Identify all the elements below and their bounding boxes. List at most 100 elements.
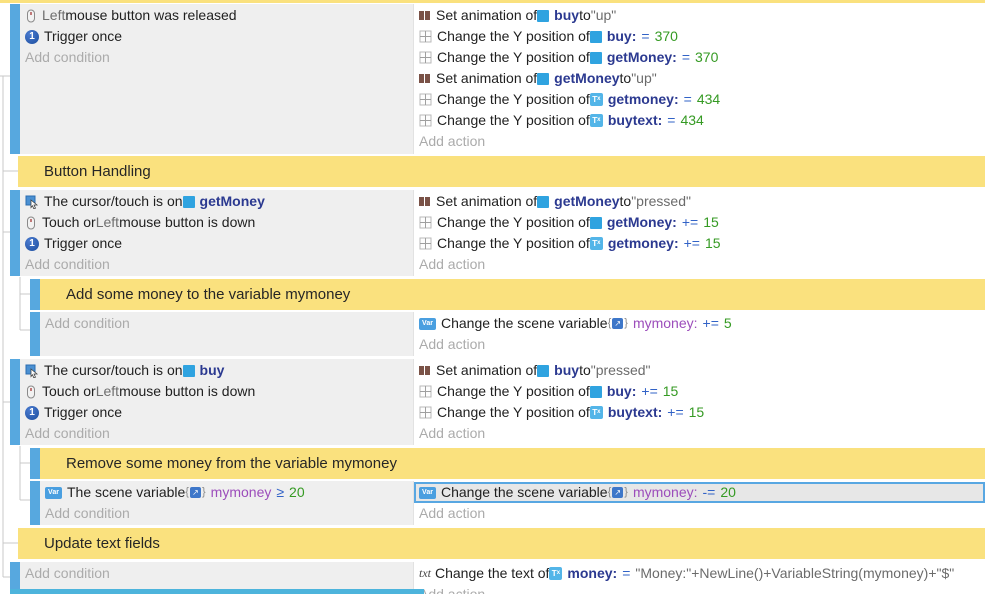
position-icon <box>419 93 432 106</box>
variable-condition-icon: Var <box>45 486 62 499</box>
event-selection-bar[interactable] <box>10 4 20 154</box>
condition-trigger-once[interactable]: 1 Trigger once <box>20 26 413 47</box>
object-name: getmoney: <box>607 235 679 251</box>
actions-column: Var Change the scene variable {↗} mymone… <box>413 481 985 525</box>
variable-action-icon: Var <box>419 486 436 499</box>
action-text: Change the Y position of <box>437 28 590 44</box>
add-condition-button[interactable]: Add condition <box>20 254 413 275</box>
operator: += <box>641 383 658 399</box>
variable-name: mymoney: <box>632 484 698 500</box>
action-text: Change the Y position of <box>437 383 590 399</box>
add-condition-label: Add condition <box>45 315 130 331</box>
condition-text: mouse button is down <box>119 214 256 230</box>
sprite-object-icon <box>182 195 195 208</box>
add-condition-button[interactable]: Add condition <box>20 563 413 584</box>
number-value: 20 <box>289 484 305 500</box>
sprite-object-icon <box>182 364 195 377</box>
mouse-icon <box>25 216 37 230</box>
mouse-icon <box>25 385 37 399</box>
comment-update-text-fields[interactable]: Update text fields <box>18 528 985 559</box>
operator: += <box>667 404 684 420</box>
comment-remove-money[interactable]: Remove some money from the variable mymo… <box>30 448 985 479</box>
condition-mouse-released[interactable]: Left mouse button was released <box>20 5 413 26</box>
position-icon <box>419 385 432 398</box>
actions-column: Set animation of getMoney to "pressed" C… <box>413 190 985 276</box>
condition-trigger-once[interactable]: 1 Trigger once <box>20 233 413 254</box>
action-change-y[interactable]: Change the Y position of buy: = 370 <box>414 26 985 47</box>
add-action-label: Add action <box>419 425 486 441</box>
sub-event-block-b: Var The scene variable {↗} mymoney ≥ 20 … <box>0 481 985 525</box>
trigger-once-icon: 1 <box>25 236 39 251</box>
comment-button-handling[interactable]: Button Handling <box>18 156 985 187</box>
sprite-object-icon <box>589 385 602 398</box>
condition-trigger-once[interactable]: 1 Trigger once <box>20 402 413 423</box>
position-icon <box>419 237 432 250</box>
add-action-button[interactable]: Add action <box>414 584 985 594</box>
event-selection-bar[interactable] <box>30 312 40 356</box>
add-action-button[interactable]: Add action <box>414 423 985 444</box>
event-selection-bar[interactable] <box>30 448 40 479</box>
action-set-animation[interactable]: Set animation of buy to "up" <box>414 5 985 26</box>
event-selection-bar[interactable] <box>30 279 40 310</box>
event-selection-bar[interactable] <box>10 562 20 594</box>
object-name: buytext: <box>607 404 663 420</box>
event-selection-bar[interactable] <box>10 359 20 445</box>
add-action-button[interactable]: Add action <box>414 334 985 355</box>
comment-add-money[interactable]: Add some money to the variable mymoney <box>30 279 985 310</box>
comment-text: Update text fields <box>44 535 160 552</box>
add-condition-label: Add condition <box>25 256 110 272</box>
condition-text: Trigger once <box>44 28 123 44</box>
string-value: "pressed" <box>631 193 691 209</box>
action-set-animation[interactable]: Set animation of getMoney to "pressed" <box>414 191 985 212</box>
position-icon <box>419 114 432 127</box>
mouse-icon <box>25 9 37 23</box>
add-action-button[interactable]: Add action <box>414 131 985 152</box>
action-change-y[interactable]: Change the Y position of getMoney: += 15 <box>414 212 985 233</box>
add-condition-label: Add condition <box>25 49 110 65</box>
condition-cursor-on-object[interactable]: The cursor/touch is on buy <box>20 360 413 381</box>
add-condition-button[interactable]: Add condition <box>20 423 413 444</box>
condition-touch-down[interactable]: Touch or Left mouse button is down <box>20 212 413 233</box>
action-text: to <box>579 362 591 378</box>
condition-text: Touch or <box>42 383 96 399</box>
sprite-object-icon <box>589 30 602 43</box>
scene-variable-icon: {↗} <box>607 486 628 498</box>
sprite-object-icon <box>537 9 550 22</box>
action-set-animation[interactable]: Set animation of getMoney to "up" <box>414 68 985 89</box>
action-change-y[interactable]: Change the Y position of getMoney: = 370 <box>414 47 985 68</box>
number-value: 370 <box>654 28 678 44</box>
event-selection-bar[interactable] <box>30 481 40 525</box>
condition-scene-variable[interactable]: Var The scene variable {↗} mymoney ≥ 20 <box>40 482 413 503</box>
condition-touch-down[interactable]: Touch or Left mouse button is down <box>20 381 413 402</box>
object-name: getMoney: <box>606 49 677 65</box>
param-left: Left <box>42 7 66 23</box>
action-change-scene-variable[interactable]: Var Change the scene variable {↗} mymone… <box>414 313 985 334</box>
param-left: Left <box>95 214 120 230</box>
event-selection-bar[interactable] <box>10 190 20 276</box>
action-set-animation[interactable]: Set animation of buy to "pressed" <box>414 360 985 381</box>
add-condition-button[interactable]: Add condition <box>40 313 413 334</box>
comment-text: Button Handling <box>44 163 151 180</box>
add-action-button[interactable]: Add action <box>414 503 985 524</box>
action-text: Change the Y position of <box>437 112 590 128</box>
action-change-scene-variable-selected[interactable]: Var Change the scene variable {↗} mymone… <box>414 482 985 503</box>
add-condition-button[interactable]: Add condition <box>20 47 413 68</box>
add-condition-button[interactable]: Add condition <box>40 503 413 524</box>
cursor-on-object-icon <box>25 364 39 378</box>
object-name: buy <box>199 362 225 378</box>
object-name: buy <box>554 7 580 23</box>
previous-comment-edge <box>0 0 985 3</box>
condition-cursor-on-object[interactable]: The cursor/touch is on getMoney <box>20 191 413 212</box>
position-icon <box>419 30 432 43</box>
scene-variable-icon: {↗} <box>607 317 628 329</box>
add-action-label: Add action <box>419 586 486 594</box>
object-name: buy: <box>606 28 637 44</box>
action-change-y[interactable]: Change the Y position of buy: += 15 <box>414 381 985 402</box>
add-action-button[interactable]: Add action <box>414 254 985 275</box>
